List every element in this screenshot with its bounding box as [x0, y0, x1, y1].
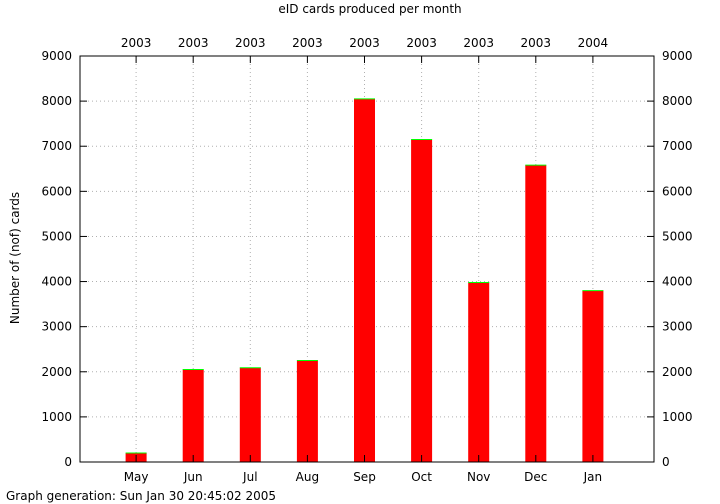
y-tick-label-left: 2000 [41, 365, 72, 379]
bar-oct [411, 139, 433, 462]
tick-labels: 0 0 1000 1000 2000 2000 3000 3000 4000 4000 5000 50… [41, 36, 692, 484]
y-tick-label-left: 1000 [41, 410, 72, 424]
y-tick-label-right: 6000 [662, 184, 693, 198]
x2-tick-label-year: 2004 [578, 36, 609, 50]
y-tick-label-right: 4000 [662, 275, 693, 289]
y-tick-label-left: 6000 [41, 184, 72, 198]
y-tick-label-left: 3000 [41, 320, 72, 334]
x2-tick-label-year: 2003 [292, 36, 323, 50]
x-tick-label-month: Nov [467, 470, 490, 484]
y-tick-label-right: 1000 [662, 410, 693, 424]
y-tick-label-right: 0 [662, 455, 670, 469]
x2-tick-label-year: 2003 [178, 36, 209, 50]
x2-tick-label-year: 2003 [463, 36, 494, 50]
bar-nov [468, 282, 490, 462]
y-tick-label-left: 8000 [41, 94, 72, 108]
y-tick-label-right: 9000 [662, 49, 693, 63]
chart-title: eID cards produced per month [278, 2, 461, 16]
x-tick-label-month: May [124, 470, 149, 484]
bars [125, 98, 604, 462]
x-tick-label-month: Dec [524, 470, 547, 484]
y-tick-label-right: 7000 [662, 139, 693, 153]
y-tick-label-left: 4000 [41, 275, 72, 289]
x-tick-label-month: Oct [411, 470, 432, 484]
x-tick-label-month: Aug [296, 470, 319, 484]
y-tick-label-left: 5000 [41, 229, 72, 243]
x2-tick-label-year: 2003 [349, 36, 380, 50]
x-tick-label-month: Jul [242, 470, 257, 484]
bar-jun [182, 369, 204, 462]
bar-jan [582, 290, 604, 462]
x-tick-label-month: Jun [183, 470, 203, 484]
bar-jul [239, 367, 261, 462]
x-tick-label-month: Sep [353, 470, 376, 484]
y-tick-label-right: 8000 [662, 94, 693, 108]
bar-sep [354, 98, 375, 462]
x2-tick-label-year: 2003 [121, 36, 152, 50]
graph-generation-timestamp: Graph generation: Sun Jan 30 20:45:02 20… [6, 489, 276, 503]
y-tick-label-left: 7000 [41, 139, 72, 153]
x2-tick-label-year: 2003 [406, 36, 437, 50]
y-tick-label-left: 9000 [41, 49, 72, 63]
y-tick-label-right: 2000 [662, 365, 693, 379]
y-axis-label: Number of (nof) cards [8, 192, 22, 324]
plot-frame [79, 55, 655, 463]
x2-tick-label-year: 2003 [521, 36, 552, 50]
y-tick-label-right: 3000 [662, 320, 693, 334]
x-tick-label-month: Jan [583, 470, 603, 484]
bar-aug [296, 360, 318, 462]
bar-dec [525, 165, 547, 462]
x2-tick-label-year: 2003 [235, 36, 266, 50]
y-tick-label-left: 0 [64, 455, 72, 469]
y-tick-label-right: 5000 [662, 229, 693, 243]
